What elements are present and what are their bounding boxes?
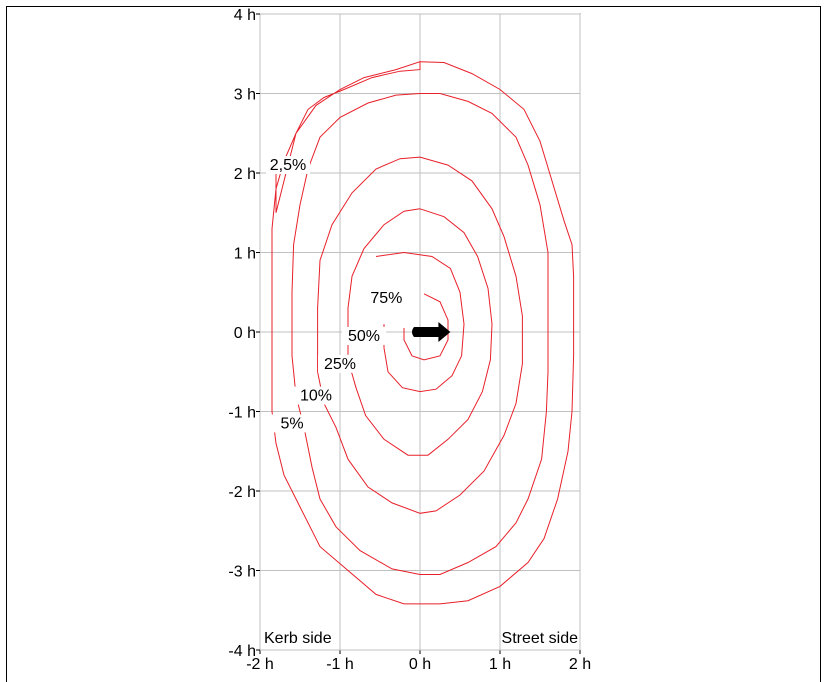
contour-line-7 [403, 293, 449, 361]
contour-line-6 [375, 251, 465, 393]
x-tick-label: -2 h [246, 656, 274, 673]
contour-label: 50% [348, 328, 380, 345]
x-tick-label: -1 h [326, 656, 354, 673]
chart-frame [6, 6, 821, 682]
street-side-label: Street side [502, 630, 579, 647]
x-tick-label: 0 h [409, 656, 431, 673]
contour-label: 10% [300, 388, 332, 405]
kerb-side-label: Kerb side [264, 630, 332, 647]
y-tick-label: -2 h [228, 484, 256, 501]
contour-line-3 [291, 93, 549, 575]
contour-label-bg [294, 386, 338, 405]
y-tick-label: 3 h [234, 87, 256, 104]
y-tick-label: -1 h [228, 405, 256, 422]
chart-labels: -2 h -1 h 0 h 1 h 2 h 4 h 3 h 2 h 1 h 0 h -1 h -2 h… [228, 7, 591, 673]
grid [256, 13, 581, 654]
contour-label-bg [342, 326, 386, 345]
y-tick-label: 0 h [234, 325, 256, 342]
y-tick-label: -3 h [228, 564, 256, 581]
contour-label: 75% [370, 290, 402, 307]
contour-label: 25% [324, 356, 356, 373]
x-tick-label: 1 h [489, 656, 511, 673]
contour-line-5 [347, 208, 493, 456]
contour-label: 2,5% [270, 157, 306, 174]
contour-label-bg [270, 414, 314, 433]
direction-arrow [412, 322, 451, 342]
contour-label-bg [364, 288, 409, 307]
x-tick-label: 2 h [569, 656, 591, 673]
contour-label-bg [318, 354, 362, 373]
contour-label-bg [266, 156, 310, 175]
y-tick-label: 1 h [234, 246, 256, 263]
contour-line-1 [271, 61, 575, 605]
contour-line-2 [271, 61, 421, 412]
y-tick-label: 4 h [234, 7, 256, 24]
arrow-shape [412, 322, 451, 342]
y-tick-label: 2 h [234, 166, 256, 183]
y-tick-label: -4 h [228, 643, 256, 660]
contour-lines [271, 61, 575, 605]
contour-label: 5% [280, 415, 303, 432]
contour-line-4 [317, 156, 523, 514]
